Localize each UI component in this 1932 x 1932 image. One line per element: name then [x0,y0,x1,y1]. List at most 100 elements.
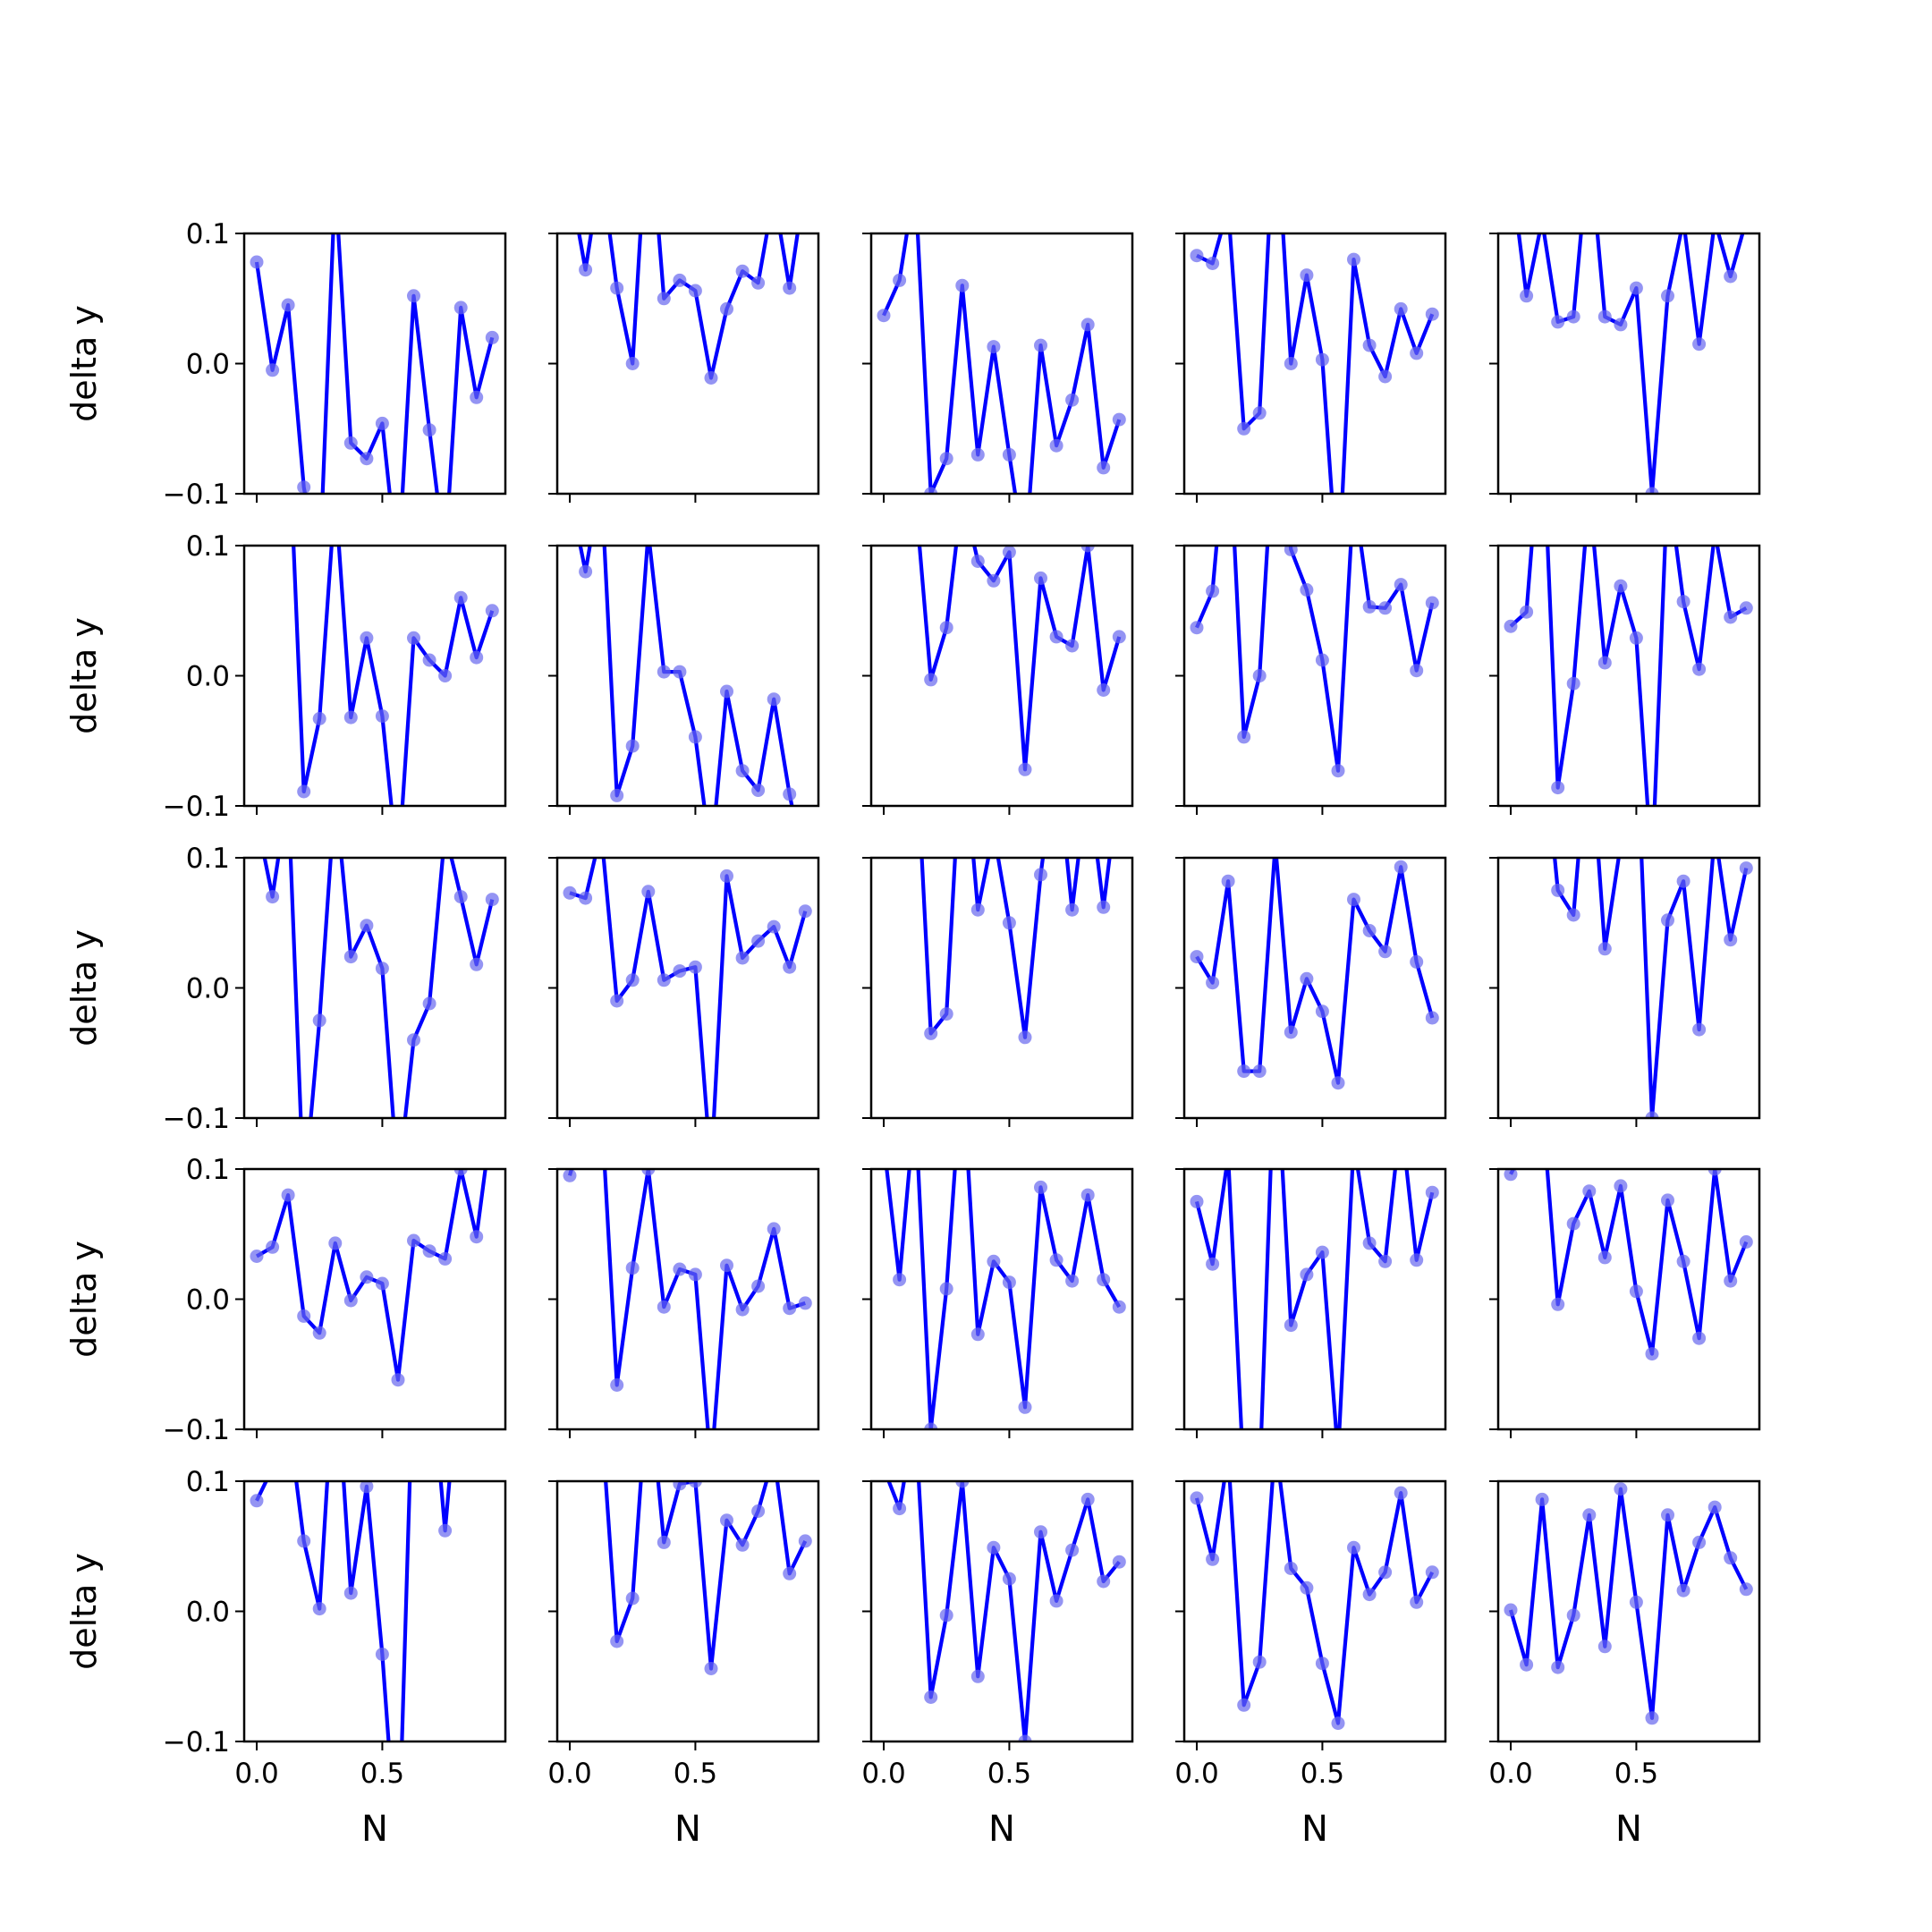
data-point [1206,584,1220,598]
x-tick-label: 0.0 [1174,1758,1218,1790]
data-point [1190,1194,1204,1208]
series-line [578,546,794,806]
data-point [1566,1216,1580,1231]
data-point [1018,1400,1032,1414]
subplot-r5-c2: 0.0 0.5 N [547,1479,820,1850]
series-line [604,1481,808,1671]
y-tick-label: 0.0 [186,1284,230,1317]
subplot-r4-c5 [1489,1167,1761,1438]
data-point [343,710,358,724]
data-point [312,1602,326,1616]
data-point [1425,307,1439,321]
data-point [360,919,374,933]
data-point [673,273,687,287]
y-tick-label: 0.0 [186,349,230,381]
data-point [1614,579,1628,593]
data-point [1284,357,1298,370]
data-point [1206,976,1220,990]
data-point [1520,1657,1534,1672]
data-point [1692,1331,1707,1345]
data-point [1378,601,1393,615]
data-point [924,673,938,687]
data-point [657,292,671,306]
data-point [312,1013,326,1028]
series-line [1509,546,1748,806]
data-point [1582,1184,1597,1199]
y-tick-label: 0.0 [186,661,230,693]
y-tick-label: 0.1 [186,530,230,563]
x-tick-label: 0.0 [861,1758,905,1790]
data-point [1018,1030,1032,1045]
series-line [882,233,1122,494]
data-point [1252,669,1267,682]
data-point [1551,1297,1565,1311]
data-point [688,730,702,744]
data-point [924,1026,938,1040]
data-point [1002,546,1016,559]
data-point [1331,1716,1345,1731]
data-point [1237,1064,1251,1079]
data-point [1661,1193,1674,1208]
data-point [1551,1660,1565,1674]
data-point [1739,1235,1753,1249]
data-point [1394,860,1408,874]
data-point [720,301,733,316]
data-point [1112,630,1126,644]
data-point [1566,676,1580,691]
data-point [955,278,970,292]
data-point [610,788,624,802]
data-point [688,960,702,974]
subplot-r3-c1: −0.1 0.0 0.1 delta y [64,843,507,1135]
data-point [1551,315,1565,329]
data-point [673,665,687,679]
data-point [1206,257,1220,270]
data-point [1112,412,1126,427]
data-point [1597,656,1612,670]
data-point [783,960,797,974]
data-point [1347,893,1360,907]
data-point [1315,1004,1329,1019]
data-point [767,1222,781,1236]
y-tick-label: 0.1 [186,1466,230,1498]
data-point [1112,1555,1126,1569]
data-point [751,275,766,290]
data-point [1331,764,1345,778]
data-point [579,263,593,277]
data-point [720,1513,733,1528]
subplot-r1-c3 [862,232,1134,503]
x-tick-label: 0.5 [1614,1758,1658,1790]
data-point [625,1591,640,1606]
data-point [360,452,374,466]
data-point [657,973,671,987]
x-tick-label: 0.5 [360,1758,404,1790]
series-line [262,858,495,1118]
data-point [1394,578,1408,592]
x-tick-label: 0.5 [1301,1758,1344,1790]
data-point [1707,1169,1722,1176]
data-point [1645,1347,1659,1361]
data-point [1362,338,1377,352]
data-point [1080,318,1095,332]
x-axis-label: N [1301,1809,1328,1850]
data-point [1097,900,1111,914]
data-point [1252,406,1267,420]
series-line [577,233,800,380]
series-line [1195,858,1435,1085]
data-point [266,890,280,904]
data-point [893,273,907,287]
data-point [641,1169,656,1176]
data-point [1347,252,1360,267]
data-point [1300,1267,1314,1282]
data-point [343,1586,358,1600]
data-point [453,890,468,904]
series-line [1194,1169,1435,1429]
data-point [250,1250,264,1263]
data-point [641,885,656,899]
data-point [328,1236,343,1250]
data-point [673,964,687,979]
data-point [1315,352,1329,367]
data-point [1724,1274,1738,1288]
data-point [1692,662,1707,676]
data-point [1692,337,1707,352]
subplot-r3-c4 [1175,856,1447,1127]
